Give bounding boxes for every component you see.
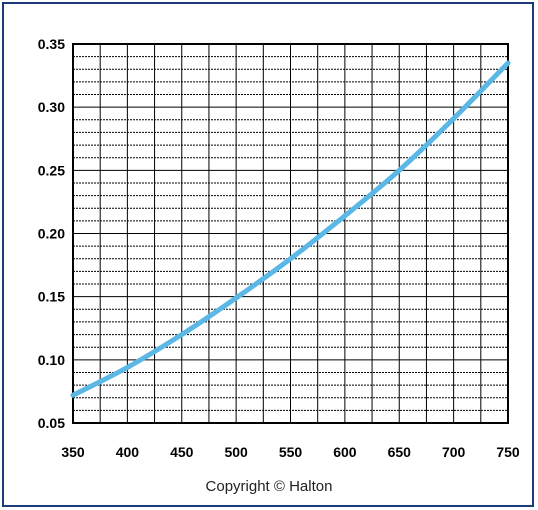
y-tick-label: 0.25: [38, 162, 65, 178]
grid: [72, 43, 509, 424]
x-tick-label: 600: [333, 444, 357, 460]
series-line: [70, 60, 511, 398]
x-tick-label: 350: [61, 444, 85, 460]
x-tick-label: 750: [496, 444, 520, 460]
x-tick-label: 400: [116, 444, 140, 460]
series: [70, 60, 511, 398]
x-tick-label: 500: [224, 444, 248, 460]
y-tick-label: 0.35: [38, 36, 65, 52]
plot-border: [72, 43, 509, 424]
x-tick-label: 650: [388, 444, 412, 460]
y-tick-label: 0.10: [38, 352, 65, 368]
x-tick-label: 450: [170, 444, 194, 460]
y-axis-ticks: 0.05 0.10 0.15 0.20 0.25 0.30 0.35: [38, 36, 65, 431]
x-tick-label: 700: [442, 444, 466, 460]
copyright-text: Copyright © Halton: [205, 478, 333, 495]
x-axis-ticks: 350 400 450 500 550 600 650 700 750: [61, 444, 520, 460]
y-tick-label: 0.05: [38, 415, 65, 431]
y-tick-label: 0.20: [38, 226, 65, 242]
x-tick-label: 550: [279, 444, 303, 460]
y-tick-label: 0.30: [38, 99, 65, 115]
y-tick-label: 0.15: [38, 289, 65, 305]
